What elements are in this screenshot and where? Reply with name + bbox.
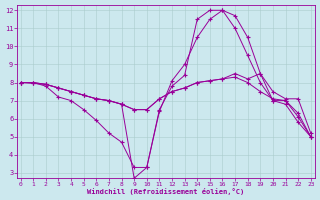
X-axis label: Windchill (Refroidissement éolien,°C): Windchill (Refroidissement éolien,°C) bbox=[87, 188, 244, 195]
